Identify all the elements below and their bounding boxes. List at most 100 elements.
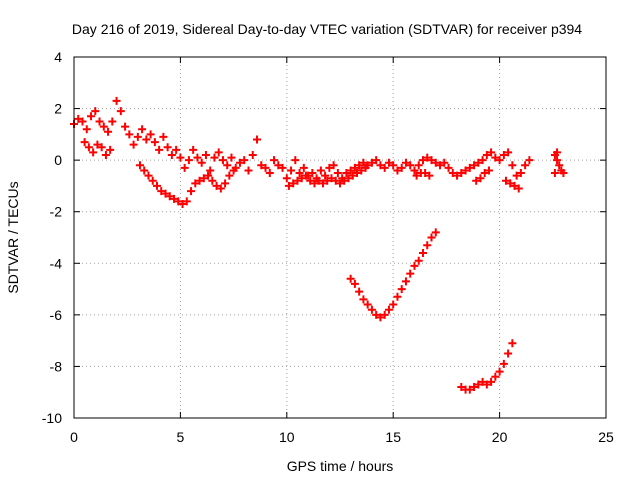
data-point — [74, 114, 83, 123]
data-point — [104, 127, 113, 136]
data-point — [508, 339, 517, 348]
data-point — [431, 228, 440, 237]
data-point — [491, 372, 500, 381]
series-dip-arc-2 — [457, 339, 517, 394]
data-point — [418, 248, 427, 257]
data-point — [261, 163, 270, 172]
data-point — [112, 96, 121, 105]
data-point — [210, 153, 219, 162]
y-tick-label: -10 — [42, 410, 62, 426]
data-point — [372, 310, 381, 319]
data-point — [355, 161, 364, 170]
data-point — [187, 187, 196, 196]
data-point — [321, 171, 330, 180]
data-point — [297, 174, 306, 183]
data-point — [472, 176, 481, 185]
data-point — [372, 156, 381, 165]
data-point — [333, 169, 342, 178]
data-point — [359, 158, 368, 167]
data-point — [129, 140, 138, 149]
data-point — [306, 176, 315, 185]
data-point — [216, 184, 225, 193]
data-point — [423, 241, 432, 250]
data-point — [512, 171, 521, 180]
data-point — [491, 153, 500, 162]
data-point — [106, 145, 115, 154]
data-point — [516, 169, 525, 178]
data-point — [265, 169, 274, 178]
data-point — [487, 377, 496, 386]
x-tick-label: 10 — [279, 429, 295, 445]
data-point — [223, 161, 232, 170]
data-point — [508, 161, 517, 170]
chart-title: Day 216 of 2019, Sidereal Day-to-day VTE… — [72, 21, 582, 37]
data-point — [159, 132, 168, 141]
data-point — [189, 145, 198, 154]
data-point — [299, 163, 308, 172]
data-point — [401, 277, 410, 286]
data-point — [108, 117, 117, 126]
data-point — [425, 171, 434, 180]
data-point — [478, 156, 487, 165]
y-tick-label: -4 — [50, 255, 63, 271]
x-tick-label: 5 — [177, 429, 185, 445]
data-point — [206, 166, 215, 175]
data-point — [289, 179, 298, 188]
data-point — [291, 156, 300, 165]
data-point — [121, 122, 130, 131]
data-point — [357, 166, 366, 175]
data-point — [116, 107, 125, 116]
y-tick-label: -2 — [50, 204, 63, 220]
y-axis-label: SDTVAR / TECUs — [5, 181, 21, 293]
x-tick-label: 25 — [598, 429, 614, 445]
data-point — [550, 169, 559, 178]
data-point — [453, 171, 462, 180]
data-point — [350, 279, 359, 288]
data-point — [99, 122, 108, 131]
data-point — [553, 148, 562, 157]
data-point — [152, 181, 161, 190]
data-point — [325, 163, 334, 172]
data-point — [87, 112, 96, 121]
data-point — [482, 150, 491, 159]
data-point — [184, 156, 193, 165]
data-point — [384, 305, 393, 314]
data-point — [182, 197, 191, 206]
data-point — [295, 169, 304, 178]
data-point — [510, 181, 519, 190]
data-point — [346, 166, 355, 175]
data-point — [270, 156, 279, 165]
series-dip-arc-1 — [346, 228, 440, 322]
data-point — [484, 166, 493, 175]
data-point — [214, 148, 223, 157]
data-point — [331, 176, 340, 185]
data-point — [397, 285, 406, 294]
data-points-layer — [70, 96, 568, 394]
data-point — [165, 192, 174, 201]
data-point — [470, 161, 479, 170]
y-tick-label: 0 — [54, 152, 62, 168]
grid-layer — [74, 57, 606, 418]
data-point — [318, 179, 327, 188]
data-point — [301, 171, 310, 180]
series-main-band-lower — [80, 138, 568, 208]
y-tick-label: 2 — [54, 101, 62, 117]
data-point — [431, 158, 440, 167]
y-tick-label: -6 — [50, 307, 63, 323]
data-point — [135, 161, 144, 170]
data-point — [336, 179, 344, 188]
data-point — [148, 176, 157, 185]
data-point — [327, 174, 336, 183]
data-point — [218, 156, 227, 165]
data-point — [514, 184, 523, 193]
data-point — [95, 117, 104, 126]
data-point — [225, 171, 234, 180]
data-point — [380, 310, 389, 319]
data-point — [423, 153, 432, 162]
data-point — [555, 161, 564, 170]
data-point — [155, 145, 164, 154]
data-point — [191, 179, 200, 188]
data-point — [93, 140, 102, 149]
data-point — [499, 150, 508, 159]
